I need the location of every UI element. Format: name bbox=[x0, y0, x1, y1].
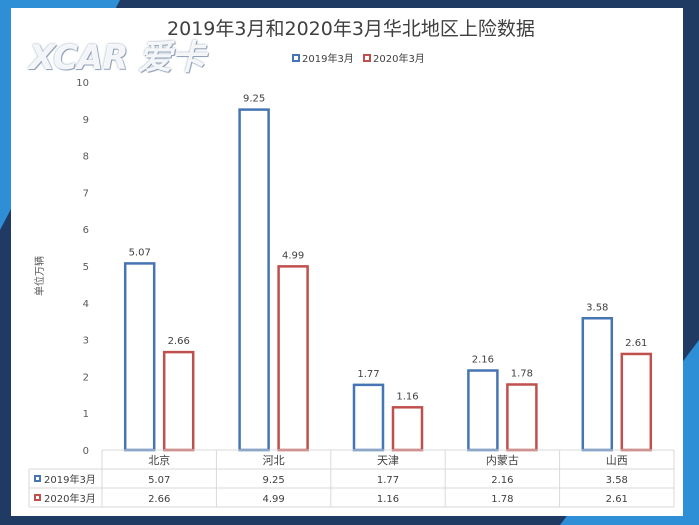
bar-0-1 bbox=[238, 108, 270, 452]
bar-1-4 bbox=[620, 352, 653, 452]
data-label-0-1: 9.25 bbox=[243, 94, 265, 105]
y-tick-label: 7 bbox=[83, 188, 89, 199]
table-cell-0-3: 2.16 bbox=[491, 475, 513, 486]
chart-title: 2019年3月和2020年3月华北地区上险数据 bbox=[167, 18, 535, 40]
table-cell-1-1: 4.99 bbox=[262, 494, 284, 505]
data-label-0-2: 1.77 bbox=[357, 369, 379, 380]
y-tick-label: 5 bbox=[83, 262, 89, 273]
table-cell-0-4: 3.58 bbox=[606, 475, 628, 486]
y-tick-label: 1 bbox=[83, 409, 89, 420]
bar-0-0 bbox=[123, 262, 156, 452]
chart-panel: 2019年3月和2020年3月华北地区上险数据 2019年3月 2020年3月 单… bbox=[11, 8, 683, 516]
data-label-0-3: 2.16 bbox=[472, 355, 494, 366]
y-tick-label: 0 bbox=[83, 446, 89, 457]
y-tick-label: 8 bbox=[83, 152, 89, 163]
table-cell-1-2: 1.16 bbox=[377, 494, 399, 505]
data-label-0-0: 5.07 bbox=[129, 247, 151, 258]
y-tick-label: 3 bbox=[83, 336, 89, 347]
xcar-logo: XCAR 爱卡 bbox=[29, 38, 205, 78]
bar-1-0 bbox=[162, 350, 195, 452]
category-label-3: 内蒙古 bbox=[486, 453, 519, 467]
bar-0-2 bbox=[352, 383, 385, 452]
bar-1-2 bbox=[391, 406, 424, 452]
data-label-1-0: 2.66 bbox=[168, 336, 190, 347]
bar-0-3 bbox=[467, 369, 499, 452]
data-table: 北京 河北 天津 内蒙古 山西 2019年3月 5.07 9.25 1.77 2.16 3.58 20… bbox=[28, 449, 675, 508]
bar-1-3 bbox=[506, 383, 538, 452]
table-cell-1-3: 1.78 bbox=[491, 494, 513, 505]
category-label-0: 北京 bbox=[148, 453, 170, 467]
category-label-4: 山西 bbox=[606, 454, 628, 467]
data-labels: 5.07 2.66 9.25 4.99 1.77 1.16 2.16 1.78 3.58 2.61 bbox=[129, 94, 648, 403]
table-swatch-0 bbox=[34, 475, 41, 482]
y-axis-label: 单位万辆 bbox=[33, 256, 46, 296]
category-label-2: 天津 bbox=[377, 454, 399, 467]
legend-swatch-1 bbox=[363, 54, 371, 62]
bars bbox=[123, 108, 653, 452]
legend-label-1: 2020年3月 bbox=[373, 52, 425, 65]
bar-0-4 bbox=[581, 317, 614, 452]
table-cell-1-4: 2.61 bbox=[606, 494, 628, 505]
table-series-name-1: 2020年3月 bbox=[44, 492, 96, 505]
data-label-1-1: 4.99 bbox=[282, 250, 304, 261]
table-swatch-1 bbox=[34, 494, 41, 501]
data-label-1-3: 1.78 bbox=[511, 368, 533, 379]
category-label-1: 河北 bbox=[263, 454, 285, 467]
y-tick-label: 6 bbox=[83, 225, 89, 236]
legend-swatch-0 bbox=[292, 54, 300, 62]
bar-1-1 bbox=[277, 265, 309, 452]
y-axis-ticks: 0 1 2 3 4 5 6 7 8 9 10 bbox=[76, 78, 89, 457]
bar-chart: 2019年3月和2020年3月华北地区上险数据 2019年3月 2020年3月 单… bbox=[28, 18, 675, 508]
y-tick-label: 9 bbox=[83, 115, 89, 126]
y-tick-label: 2 bbox=[83, 372, 89, 383]
table-cell-0-2: 1.77 bbox=[377, 475, 399, 486]
data-label-0-4: 3.58 bbox=[586, 302, 608, 313]
y-tick-label: 10 bbox=[76, 78, 89, 89]
table-cell-0-0: 5.07 bbox=[148, 475, 170, 486]
table-series-name-0: 2019年3月 bbox=[44, 473, 96, 486]
legend: 2019年3月 2020年3月 bbox=[292, 52, 425, 65]
data-label-1-2: 1.16 bbox=[396, 391, 418, 402]
table-cell-0-1: 9.25 bbox=[262, 475, 284, 486]
data-label-1-4: 2.61 bbox=[625, 338, 647, 349]
legend-label-0: 2019年3月 bbox=[302, 52, 354, 65]
y-tick-label: 4 bbox=[83, 299, 89, 310]
table-cell-1-0: 2.66 bbox=[148, 494, 170, 505]
